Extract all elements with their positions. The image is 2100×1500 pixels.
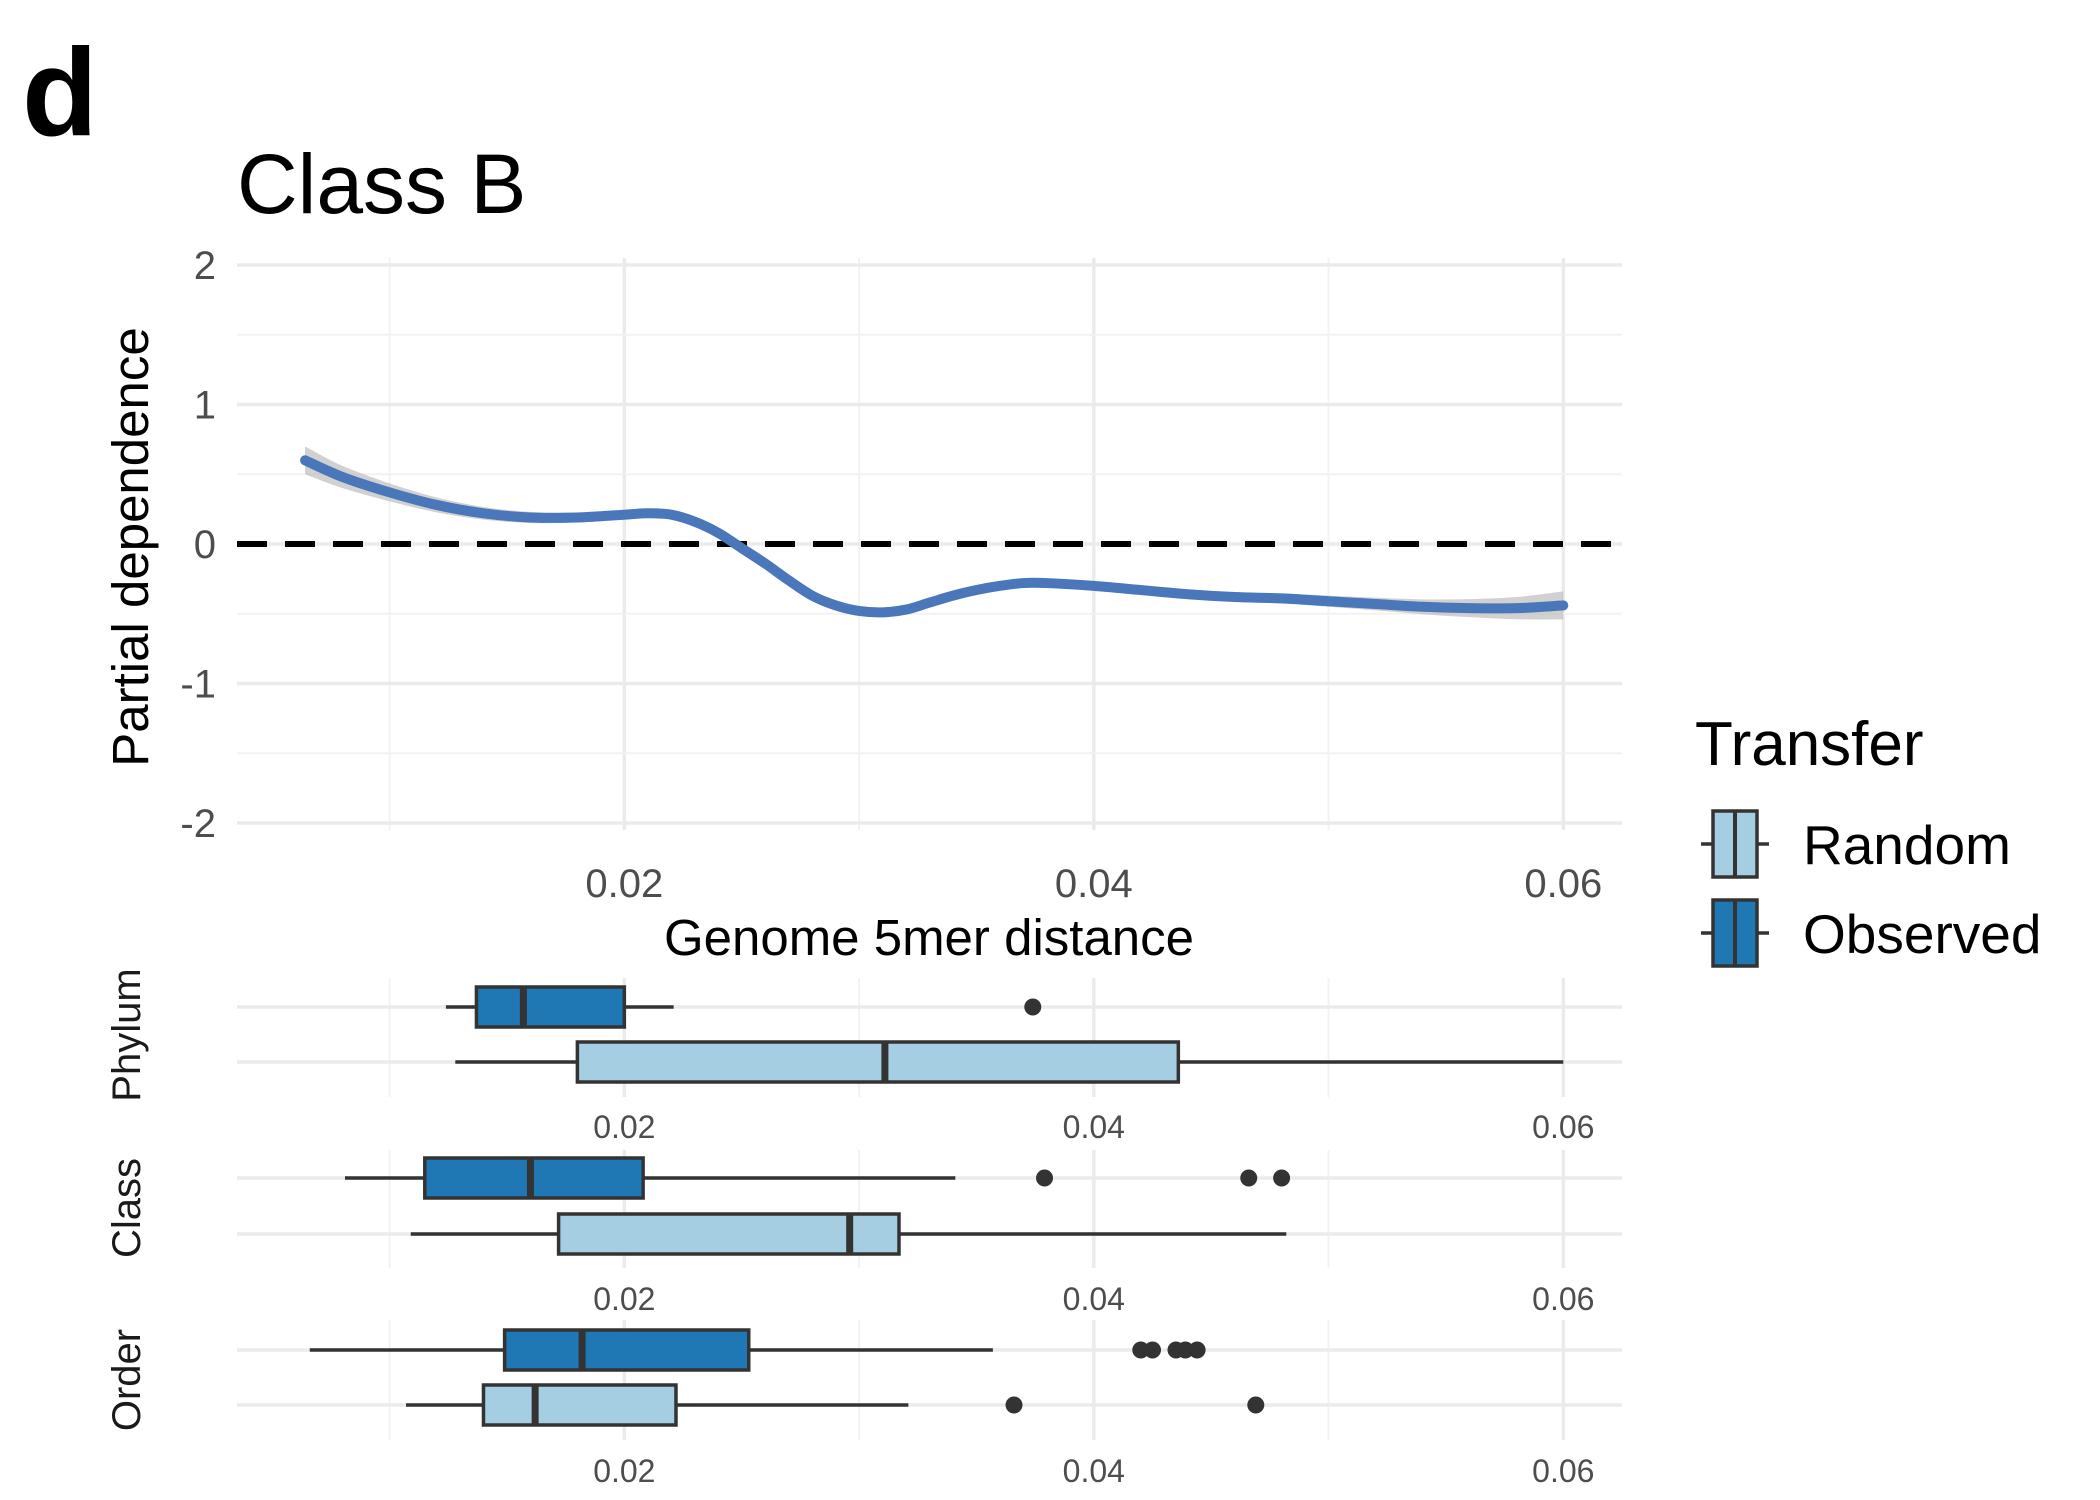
y-axis-ticks: -2 -1 0 1 2	[180, 244, 216, 846]
box-body	[575, 1040, 1181, 1084]
main-plot-area	[237, 446, 1622, 620]
box-observed	[309, 1328, 1206, 1372]
x-tick-label: 0.06	[1532, 1453, 1594, 1489]
legend-item-observed: Observed	[1701, 898, 2041, 968]
facet-class: Class 0.02 0.04 0.06	[105, 1150, 1622, 1317]
box-body	[502, 1328, 751, 1372]
x-tick-label: 0.02	[593, 1453, 655, 1489]
outlier-point	[1247, 1396, 1265, 1414]
x-tick-label: 0.06	[1532, 1281, 1594, 1317]
x-tick-label: 0.04	[1063, 1109, 1125, 1145]
x-tick-label: 0.02	[585, 862, 663, 906]
box-body	[481, 1383, 678, 1427]
outlier-point	[1240, 1169, 1258, 1187]
y-tick-label: 0	[194, 523, 216, 567]
y-tick-label: -2	[180, 802, 216, 846]
y-tick-label: 1	[194, 383, 216, 427]
x-axis-title: Genome 5mer distance	[664, 909, 1194, 966]
legend-item-random: Random	[1701, 809, 2011, 879]
box-random	[455, 1040, 1564, 1084]
x-axis-ticks: 0.02 0.04 0.06	[585, 862, 1602, 906]
y-tick-label: -1	[180, 663, 216, 707]
partial-dependence-line	[300, 455, 1569, 618]
x-tick-label: 0.02	[593, 1281, 655, 1317]
box-body	[474, 985, 627, 1029]
outlier-point	[1144, 1341, 1162, 1359]
box-body	[423, 1156, 645, 1200]
panel-letter: d	[22, 24, 98, 162]
box-random	[406, 1383, 1265, 1427]
box-observed	[344, 1156, 1291, 1200]
outlier-point	[1176, 1341, 1194, 1359]
box-random	[410, 1212, 1287, 1256]
outlier-point	[1005, 1396, 1023, 1414]
x-tick-label: 0.06	[1524, 862, 1602, 906]
y-tick-label: 2	[194, 244, 216, 288]
outlier-point	[1273, 1169, 1291, 1187]
x-tick-label: 0.04	[1063, 1453, 1125, 1489]
legend-title: Transfer	[1695, 710, 1924, 779]
x-tick-label: 0.04	[1063, 1281, 1125, 1317]
box-observed	[445, 985, 1042, 1029]
outlier-point	[1024, 998, 1042, 1016]
legend-label: Random	[1803, 814, 2011, 876]
facet-label: Phylum	[105, 968, 149, 1101]
facet-phylum: Phylum 0.02 0.04 0.06	[105, 968, 1622, 1145]
confidence-ribbon	[305, 446, 1564, 620]
facet-label: Order	[105, 1329, 149, 1431]
x-tick-label: 0.06	[1532, 1109, 1594, 1145]
outlier-point	[1036, 1169, 1054, 1187]
facet-label: Class	[105, 1158, 149, 1258]
x-tick-label: 0.02	[593, 1109, 655, 1145]
y-axis-title: Partial dependence	[102, 327, 159, 767]
chart-title: Class B	[237, 137, 526, 231]
x-tick-label: 0.04	[1055, 862, 1133, 906]
legend-label: Observed	[1803, 903, 2041, 965]
box-body	[556, 1212, 901, 1256]
legend: Transfer Random Observed	[1695, 710, 2041, 968]
facet-order: Order 0.02 0.04 0.06	[105, 1320, 1622, 1489]
outlier-point	[1132, 1341, 1150, 1359]
outlier-point	[1188, 1341, 1206, 1359]
